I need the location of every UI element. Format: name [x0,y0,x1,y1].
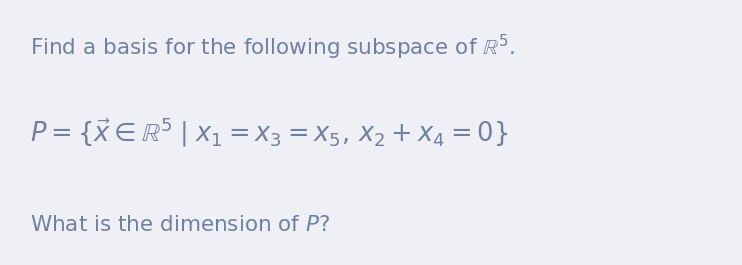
Text: Find a basis for the following subspace of $\mathbb{R}^5$.: Find a basis for the following subspace … [30,33,515,62]
Text: What is the dimension of $P$?: What is the dimension of $P$? [30,215,329,235]
Text: $P = \{\vec{x} \in \mathbb{R}^5 \mid x_1 = x_3 = x_5,\, x_2 + x_4 = 0\}$: $P = \{\vec{x} \in \mathbb{R}^5 \mid x_1… [30,116,508,149]
